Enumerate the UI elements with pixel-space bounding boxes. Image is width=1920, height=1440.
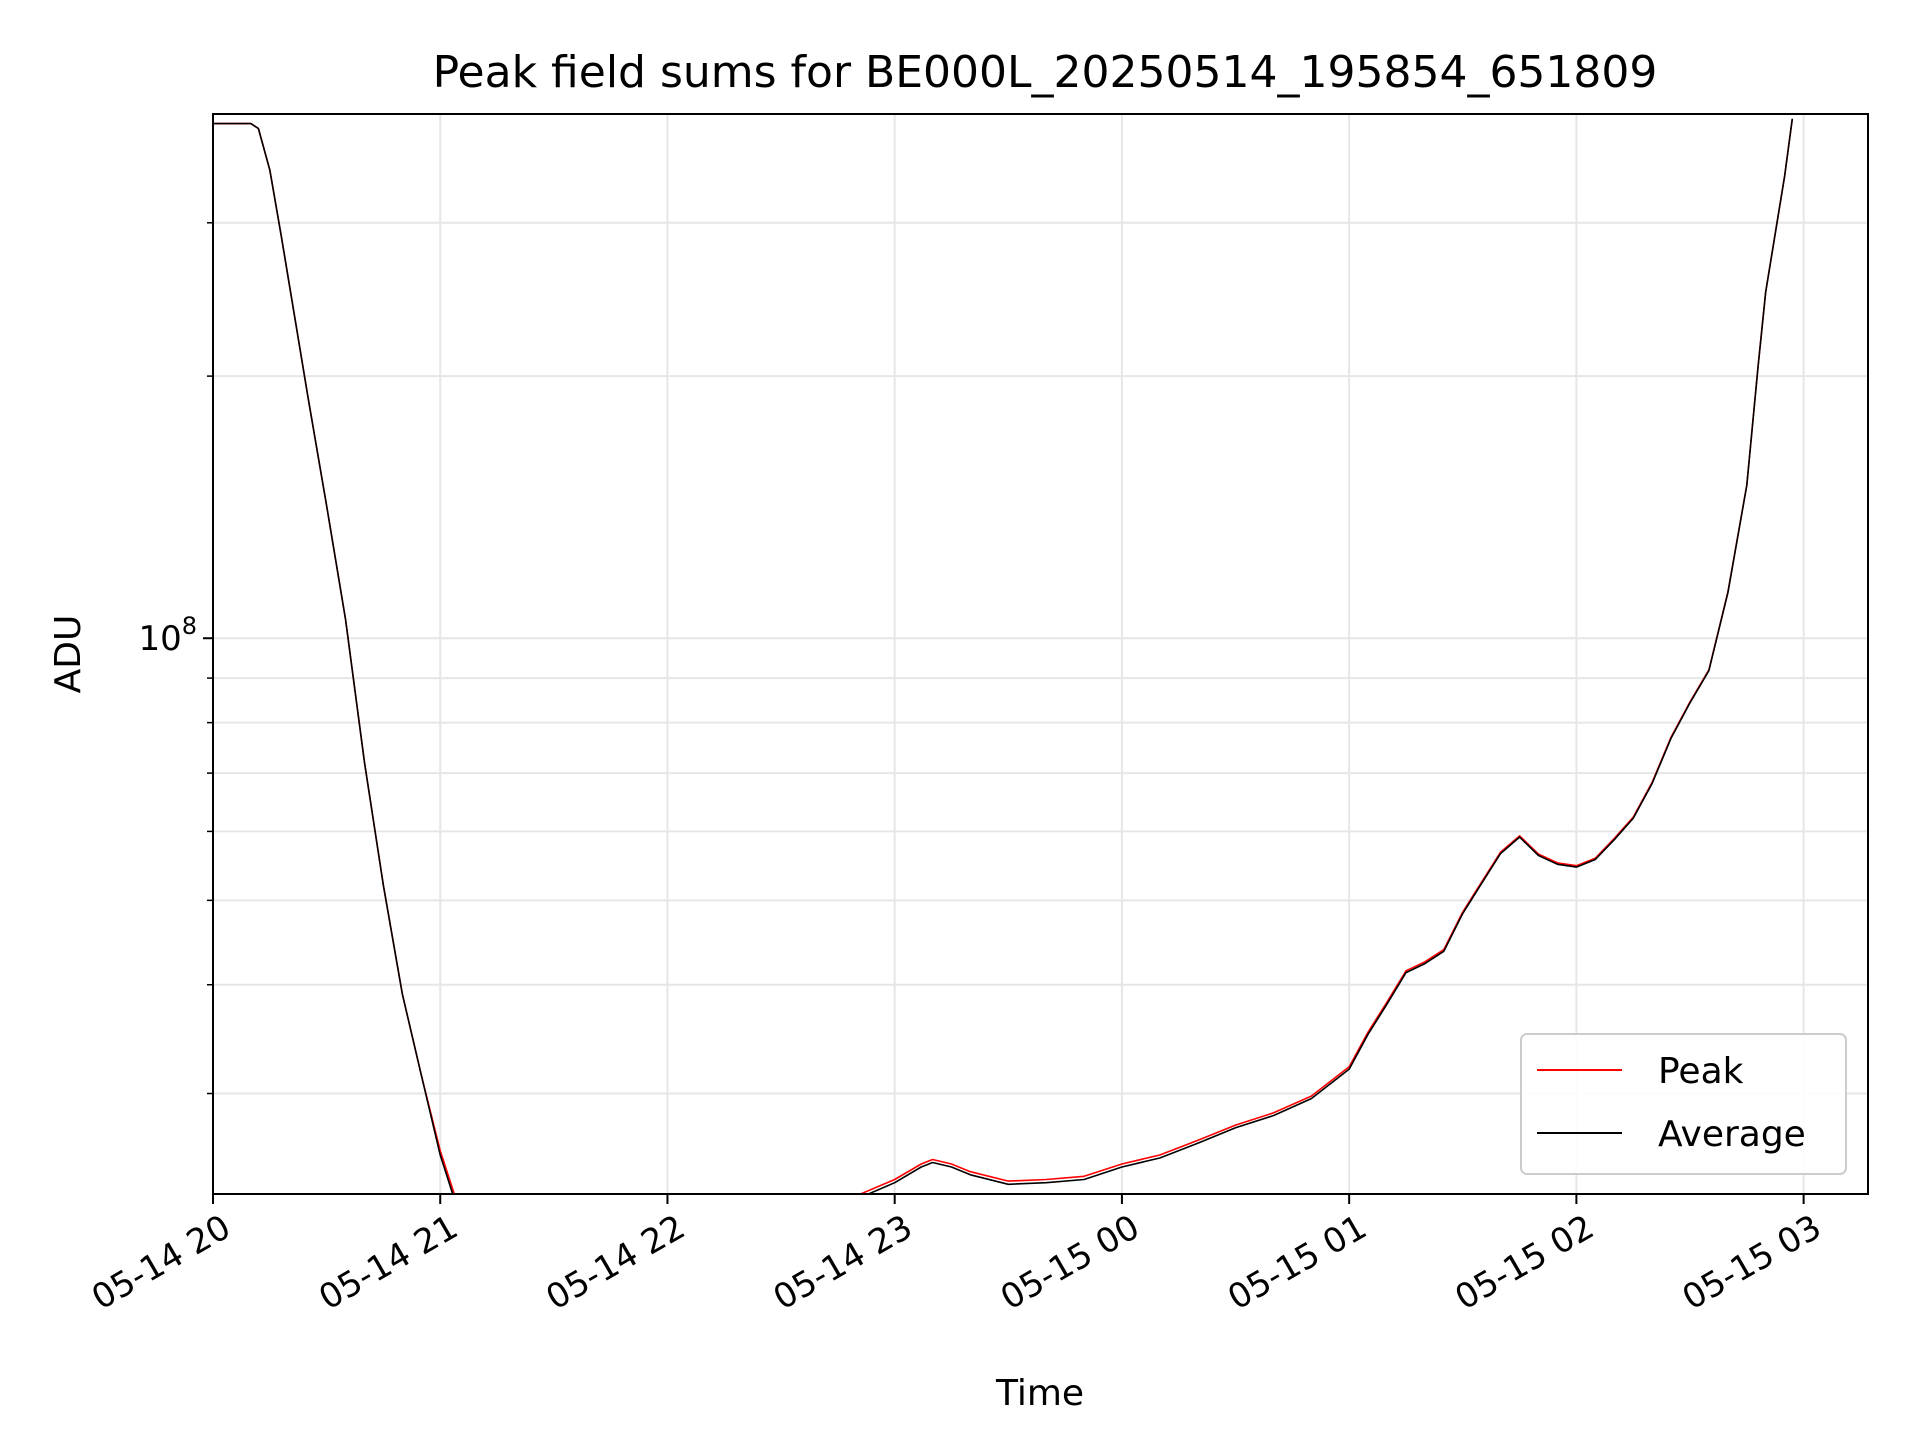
- chart-title: Peak field sums for BE000L_20250514_1958…: [433, 47, 1658, 98]
- series-average-line: [213, 118, 1794, 1194]
- x-tick-label: 05-14 20: [85, 1207, 237, 1318]
- legend: Peak Average: [1520, 1033, 1847, 1175]
- legend-average-label: Average: [1658, 1114, 1806, 1155]
- legend-peak-label: Peak: [1658, 1051, 1744, 1092]
- grid: [212, 114, 1868, 1194]
- x-tick-label: 05-14 21: [312, 1207, 464, 1318]
- series-lines: [213, 118, 1794, 1194]
- y-axis: 108: [138, 222, 213, 1095]
- y-tick-label: 108: [138, 612, 197, 659]
- x-tick-label: 05-14 23: [767, 1207, 919, 1318]
- x-tick-label: 05-15 03: [1676, 1207, 1828, 1318]
- plot-frame: [212, 113, 1869, 1195]
- x-axis-label: Time: [995, 1373, 1084, 1414]
- x-tick-label: 05-15 00: [994, 1207, 1146, 1318]
- x-tick-label: 05-15 01: [1221, 1207, 1373, 1318]
- x-axis: 05-14 20 05-14 21 05-14 22 05-14 23 05-15 00…: [85, 1194, 1828, 1318]
- y-axis-label: ADU: [48, 615, 89, 694]
- x-tick-label: 05-15 02: [1448, 1207, 1600, 1318]
- x-tick-label: 05-14 22: [540, 1207, 692, 1318]
